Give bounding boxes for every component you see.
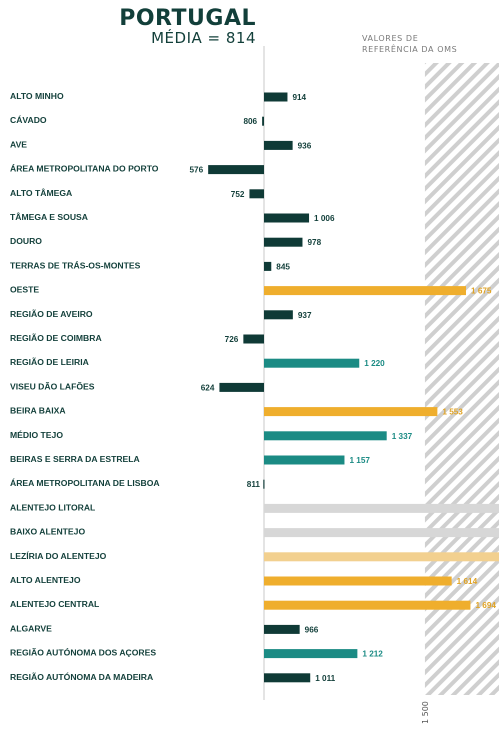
bar [249,189,264,199]
bar [264,649,358,659]
bar [264,552,499,562]
category-label: TERRAS DE TRÁS-OS-MONTES [10,260,141,270]
category-label: ALTO ALENTEJO [10,575,81,585]
bar [264,358,360,368]
category-label: REGIÃO DE COIMBRA [10,333,102,343]
category-label: REGIÃO DE AVEIRO [10,309,93,319]
category-label: VISEU DÃO LAFÕES [10,381,95,391]
value-label: 1 553 [442,408,463,417]
category-label: AVE [10,139,27,149]
bar [264,673,311,683]
value-label: 1 675 [471,287,492,296]
bar [264,503,499,513]
bar [263,479,265,489]
bar [264,455,345,465]
value-label: 936 [298,141,312,150]
value-label: 914 [292,93,306,102]
bar [264,237,303,247]
bar [264,261,272,271]
bar [264,431,387,441]
value-label: 1 614 [457,577,478,586]
value-label: 1 006 [314,214,335,223]
category-label: ÁREA METROPOLITANA DE LISBOA [10,478,160,488]
category-label: REGIÃO DE LEIRIA [10,357,89,367]
x-tick-label: 1 500 [421,701,430,724]
value-label: 1 694 [475,601,496,610]
category-label: OESTE [10,285,39,295]
value-label: 1 337 [392,432,413,441]
value-label: 806 [243,117,257,126]
value-label: 726 [225,335,239,344]
category-label: BEIRAS E SERRA DA ESTRELA [10,454,140,464]
category-label: LEZÍRIA DO ALENTEJO [10,551,107,561]
category-label: ALENTEJO LITORAL [10,502,95,512]
chart-title-block: PORTUGAL MÉDIA = 814 [119,8,256,47]
value-label: 845 [276,262,290,271]
bar [264,624,300,634]
value-label: 752 [231,190,245,199]
value-label: 576 [189,166,203,175]
bar [264,576,452,586]
category-label: REGIÃO AUTÓNOMA DOS AÇORES [10,647,156,658]
category-label: ALGARVE [10,623,52,633]
bar [264,407,438,417]
category-label: BAIXO ALENTEJO [10,527,85,537]
category-label: MÉDIO TEJO [10,430,63,440]
category-label: ALENTEJO CENTRAL [10,599,99,609]
bar [208,165,264,175]
bar [243,334,264,344]
chart-subtitle: MÉDIA = 814 [151,29,256,47]
bar [264,528,499,538]
bar [264,600,471,610]
bar [264,310,293,320]
category-label: DOURO [10,236,42,246]
reference-label: VALORES DE REFERÊNCIA DA OMS [362,33,492,55]
bar [264,92,288,102]
bar [264,213,310,223]
category-label: BEIRA BAIXA [10,406,66,416]
chart-title: PORTUGAL [119,6,256,31]
value-label: 1 220 [364,359,385,368]
reference-range-band [424,63,499,695]
category-label: ÁREA METROPOLITANA DO PORTO [10,164,159,174]
value-label: 937 [298,311,312,320]
category-label: TÂMEGA E SOUSA [10,211,88,222]
category-label: ALTO TÂMEGA [10,187,72,198]
value-label: 1 212 [362,650,383,659]
reference-label-line-1: VALORES DE [362,34,419,43]
bar [262,116,264,126]
reference-label-line-2: REFERÊNCIA DA OMS [362,45,458,54]
category-label: REGIÃO AUTÓNOMA DA MADEIRA [10,671,153,682]
bar [264,286,466,296]
value-label: 966 [305,625,319,634]
value-label: 1 011 [315,674,335,683]
bar [264,140,293,150]
category-label: ALTO MINHO [10,91,64,101]
value-label: 978 [307,238,321,247]
value-label: 624 [201,383,215,392]
bar [219,382,264,392]
value-label: 811 [247,480,261,489]
category-label: CÁVADO [10,115,47,125]
value-label: 1 157 [349,456,370,465]
